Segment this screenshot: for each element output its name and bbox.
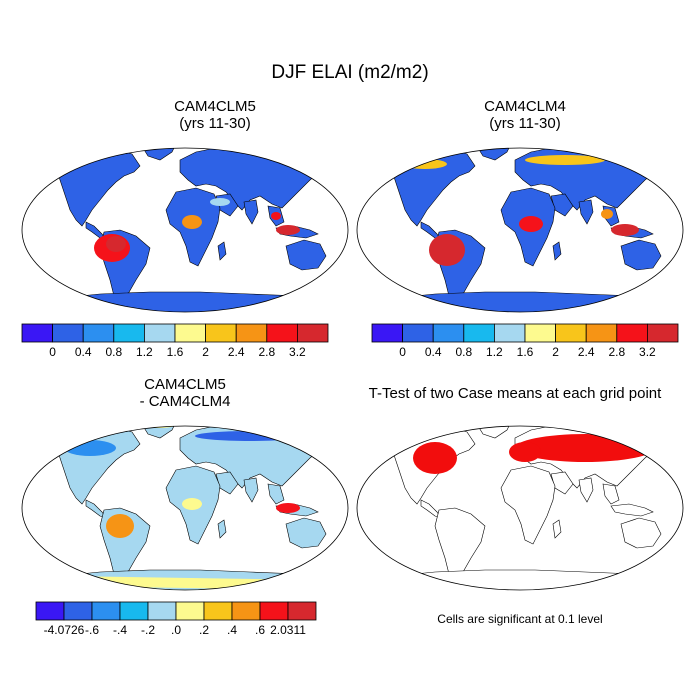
colorbar-swatch <box>432 323 465 343</box>
colorbar-swatch <box>616 323 648 343</box>
panel-title-line2: (yrs 11-30) <box>489 115 561 132</box>
panel-title-line2: - CAM4CLM4 <box>139 393 231 410</box>
colorbar-swatch <box>555 323 587 343</box>
panel-title-cam4clm5: CAM4CLM5 (yrs 11-30) <box>90 98 340 132</box>
colorbar-swatch <box>371 323 404 343</box>
colorbar-swatch <box>463 323 495 343</box>
significance-note: Cells are significant at 0.1 level <box>437 612 603 626</box>
colorbar-swatch <box>259 601 289 621</box>
colorbar-tick-label: 1.2 <box>486 345 503 359</box>
colorbar-tick-label: 0 <box>399 345 406 359</box>
map-ttest <box>356 425 684 591</box>
colorbar-tick-label: 1.6 <box>517 345 534 359</box>
panel-title-line1: CAM4CLM4 <box>484 98 566 115</box>
colorbar-tick-label: 0 <box>49 345 56 359</box>
colorbar-tick-label: 0.4 <box>75 345 92 359</box>
colorbar-tick-label: 0.8 <box>455 345 472 359</box>
colorbar-tick-label: 2 <box>202 345 209 359</box>
colorbar-swatch <box>585 323 618 343</box>
colorbar-swatch <box>21 323 54 343</box>
colorbar-swatch <box>203 601 233 621</box>
colorbar-tick-label: 2.8 <box>608 345 625 359</box>
colorbar-tick-label: .0 <box>171 623 181 637</box>
colorbar-swatch <box>494 323 526 343</box>
colorbar-swatch <box>402 323 434 343</box>
map-difference <box>21 425 349 591</box>
colorbar-tick-label: .6 <box>255 623 265 637</box>
colorbar-tick-label: 1.2 <box>136 345 153 359</box>
colorbar-tick-label: 0.8 <box>105 345 122 359</box>
colorbar-tick-label: -.4 <box>113 623 127 637</box>
panel-title-line2: (yrs 11-30) <box>179 115 251 132</box>
colorbar-swatch <box>82 323 115 343</box>
colorbar-swatch <box>231 601 261 621</box>
colorbar-swatch <box>205 323 237 343</box>
colorbar-swatch <box>119 601 149 621</box>
colorbar-swatch <box>144 323 176 343</box>
colorbar-swatch <box>35 601 65 621</box>
colorbar-tick-label: -.2 <box>141 623 155 637</box>
colorbar-tick-label: 2.0311 <box>270 623 306 637</box>
colorbar-tick-label: .2 <box>199 623 209 637</box>
colorbar-swatch <box>524 323 557 343</box>
colorbar-swatch <box>91 601 121 621</box>
colorbar-tick-label: 1.6 <box>167 345 184 359</box>
colorbar-tick-label: .4 <box>227 623 237 637</box>
colorbar-tick-label: 3.2 <box>639 345 656 359</box>
colorbar-swatch <box>147 601 177 621</box>
panel-title-cam4clm4: CAM4CLM4 (yrs 11-30) <box>400 98 650 132</box>
colorbar-swatch <box>175 601 205 621</box>
colorbar-swatch <box>63 601 93 621</box>
panel-title-line1: CAM4CLM5 <box>174 98 256 115</box>
colorbar-swatch <box>287 601 317 621</box>
panel-title-difference: CAM4CLM5 - CAM4CLM4 <box>60 376 310 410</box>
colorbar-swatch <box>646 323 679 343</box>
colorbar-cam4clm5: 0 0.4 0.8 1.2 1.6 2 2.4 2.8 3.2 <box>21 323 329 359</box>
colorbar-cam4clm4: 0 0.4 0.8 1.2 1.6 2 2.4 2.8 3.2 <box>371 323 679 359</box>
colorbar-tick-label: 2.4 <box>578 345 595 359</box>
colorbar-tick-label: -.6 <box>85 623 99 637</box>
colorbar-swatch <box>113 323 145 343</box>
colorbar-tick-label: 0.4 <box>425 345 442 359</box>
colorbar-tick-label: -4.0726 <box>44 623 85 637</box>
colorbar-swatch <box>174 323 207 343</box>
map-cam4clm4 <box>356 147 684 313</box>
colorbar-tick-label: 2.4 <box>228 345 245 359</box>
colorbar-tick-label: 2.8 <box>258 345 275 359</box>
colorbar-swatch <box>235 323 268 343</box>
main-title: DJF ELAI (m2/m2) <box>271 62 429 83</box>
map-cam4clm5 <box>21 147 349 313</box>
panel-title-ttest: T-Test of two Case means at each grid po… <box>368 385 662 402</box>
panel-title-line1: CAM4CLM5 <box>144 376 226 393</box>
colorbar-difference: -4.0726 -.6 -.4 -.2 .0 .2 .4 .6 2.0311 <box>35 601 317 637</box>
colorbar-swatch <box>266 323 298 343</box>
colorbar-swatch <box>52 323 84 343</box>
colorbar-swatch <box>296 323 329 343</box>
colorbar-tick-label: 2 <box>552 345 559 359</box>
colorbar-tick-label: 3.2 <box>289 345 306 359</box>
